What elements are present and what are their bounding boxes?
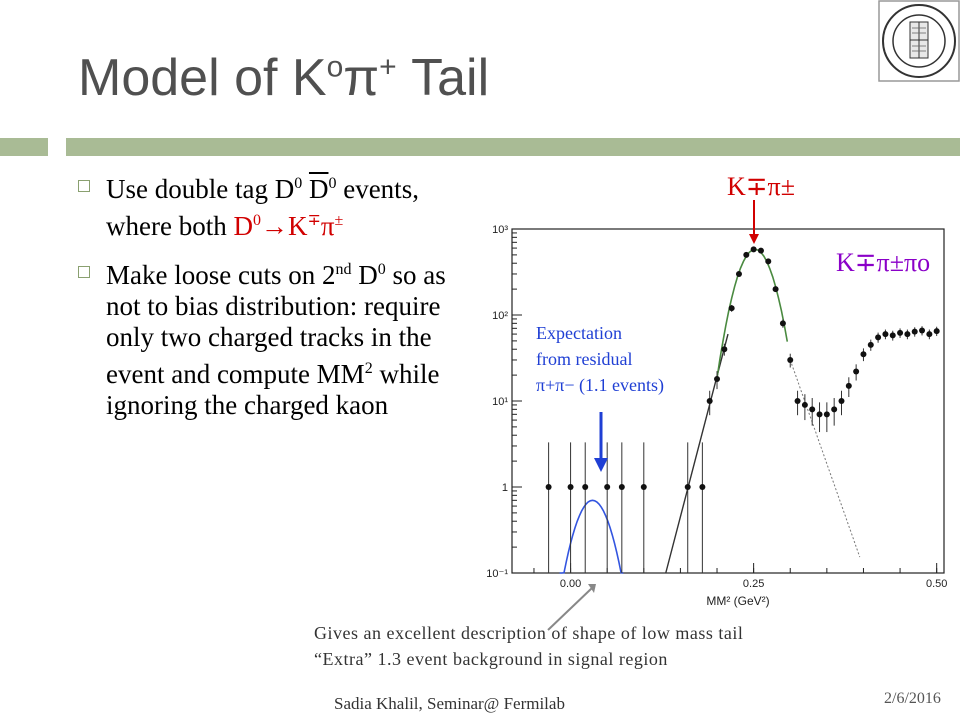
- data-point: [618, 484, 625, 490]
- data-point: [801, 401, 808, 408]
- accent-bar-left: [0, 138, 48, 156]
- data-point: [882, 331, 889, 338]
- y-tick-label: 10²: [492, 310, 508, 322]
- data-point: [875, 334, 882, 341]
- data-point: [816, 411, 823, 418]
- kpi-arrow-head: [749, 234, 759, 244]
- data-point: [757, 247, 764, 254]
- description-note: Gives an excellent description of shape …: [314, 623, 744, 669]
- data-point: [545, 484, 552, 490]
- data-point: [728, 305, 735, 312]
- data-point: [604, 484, 611, 490]
- data-point: [640, 484, 647, 490]
- y-tick-label: 10³: [492, 224, 508, 236]
- bullet-square-icon: [78, 180, 90, 192]
- data-point: [765, 258, 772, 265]
- bullet-list: Use double tag D0 D0 events, where both …: [78, 168, 448, 433]
- plot-frame: [511, 228, 945, 574]
- data-point: [845, 382, 852, 389]
- footer-author: Sadia Khalil, Seminar@ Fermilab: [334, 694, 565, 713]
- data-point: [911, 328, 918, 335]
- data-point: [926, 331, 933, 338]
- bullet-square-icon: [78, 266, 90, 278]
- data-point: [831, 406, 838, 413]
- data-point: [779, 320, 786, 327]
- data-point: [772, 286, 779, 293]
- kpipi0-label: K∓π±πo: [836, 248, 931, 277]
- data-point: [714, 376, 721, 383]
- y-tick-label: 1: [502, 482, 508, 494]
- university-seal-logo: [878, 0, 960, 82]
- kpi-peak-label: K∓π±: [727, 172, 795, 201]
- data-point: [860, 351, 867, 358]
- x-tick-label: 0.50: [926, 578, 947, 590]
- y-tick-label: 10⁻¹: [486, 568, 508, 580]
- data-point: [582, 484, 589, 490]
- data-point: [787, 356, 794, 363]
- bullet-item-double-tag: Use double tag D0 D0 events, where both …: [78, 168, 448, 242]
- x-axis-label: MM² (GeV²): [706, 594, 769, 608]
- accent-bar-right: [66, 138, 960, 156]
- data-point: [750, 246, 757, 253]
- data-point: [933, 328, 940, 335]
- data-point: [897, 329, 904, 336]
- tail-extrapolation-curve: [789, 359, 861, 558]
- data-point: [699, 484, 706, 490]
- data-point: [904, 331, 911, 338]
- data-point: [684, 484, 691, 490]
- y-tick-label: 10¹: [492, 396, 508, 408]
- note-arrow-head: [588, 584, 596, 593]
- expectation-label: Expectation from residual π+π− (1.1 even…: [536, 323, 664, 395]
- data-point: [823, 411, 830, 418]
- footer-date: 2/6/2016: [884, 690, 941, 707]
- note-arrow: [547, 587, 593, 631]
- expectation-arrow-head: [594, 458, 608, 472]
- data-point: [743, 251, 750, 258]
- x-tick-label: 0.00: [560, 578, 581, 590]
- data-point: [838, 398, 845, 404]
- data-point: [706, 398, 713, 404]
- slide-title: Model of Koπ+ Tail: [78, 49, 490, 107]
- x-tick-label: 0.25: [743, 578, 764, 590]
- mm2-histogram-plot: 10⁻¹ 1 10¹ 10² 10³ 0.00 0.25 0.50 MM² (GeV²): [470, 205, 950, 615]
- data-point: [809, 406, 816, 413]
- data-point: [919, 327, 926, 334]
- data-point: [735, 270, 742, 277]
- data-point: [889, 332, 896, 339]
- data-point: [853, 368, 860, 375]
- data-point: [867, 341, 874, 348]
- data-point: [794, 398, 801, 404]
- bullet-item-loose-cuts: Make loose cuts on 2nd D0 so as not to b…: [78, 254, 448, 421]
- data-point: [721, 346, 728, 353]
- data-point: [567, 484, 574, 490]
